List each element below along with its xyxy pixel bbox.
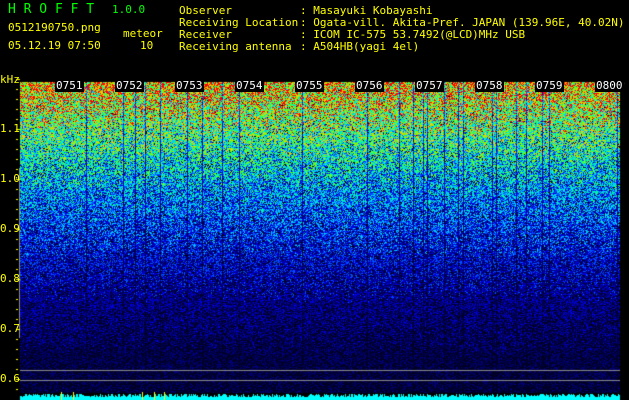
y-tick-label: 0.9 <box>0 222 20 235</box>
observer-label: Observer <box>179 4 232 17</box>
location-value: : Ogata-vill. Akita-Pref. JAPAN (139.96E… <box>300 16 625 29</box>
datetime: 05.12.19 07:50 <box>8 39 101 52</box>
y-tick-label: 1.1 <box>0 122 20 135</box>
time-label: 0800 <box>595 79 624 92</box>
y-tick-label: 0.8 <box>0 272 20 285</box>
app-version: 1.0.0 <box>112 3 146 16</box>
time-label: 0752 <box>115 79 144 92</box>
location-label: Receiving Location <box>179 16 299 29</box>
filename: 0512190750.png <box>8 21 101 34</box>
time-label: 0751 <box>55 79 84 92</box>
time-label: 0756 <box>355 79 384 92</box>
receiver-label: Receiver <box>179 28 232 41</box>
observer-value: : Masayuki Kobayashi <box>300 4 433 17</box>
time-label: 0753 <box>175 79 204 92</box>
app-title: H R O F F T <box>8 2 95 17</box>
time-label: 0755 <box>295 79 324 92</box>
meteor-count: 10 <box>140 39 154 52</box>
spectrogram <box>0 78 629 400</box>
meteor-label: meteor <box>123 27 163 40</box>
receiver-value: : ICOM IC-575 53.7492(@LCD)MHz USB <box>300 28 526 41</box>
y-tick-label: 0.6 <box>0 372 20 385</box>
y-tick-label: 0.7 <box>0 322 20 335</box>
y-tick-label: 1.0 <box>0 172 20 185</box>
y-unit-label: kHz <box>0 73 20 86</box>
antenna-label: Receiving antenna <box>179 40 292 53</box>
time-label: 0757 <box>415 79 444 92</box>
time-label: 0759 <box>535 79 564 92</box>
antenna-value: : A504HB(yagi 4el) <box>300 40 420 53</box>
time-label: 0754 <box>235 79 264 92</box>
time-label: 0758 <box>475 79 504 92</box>
